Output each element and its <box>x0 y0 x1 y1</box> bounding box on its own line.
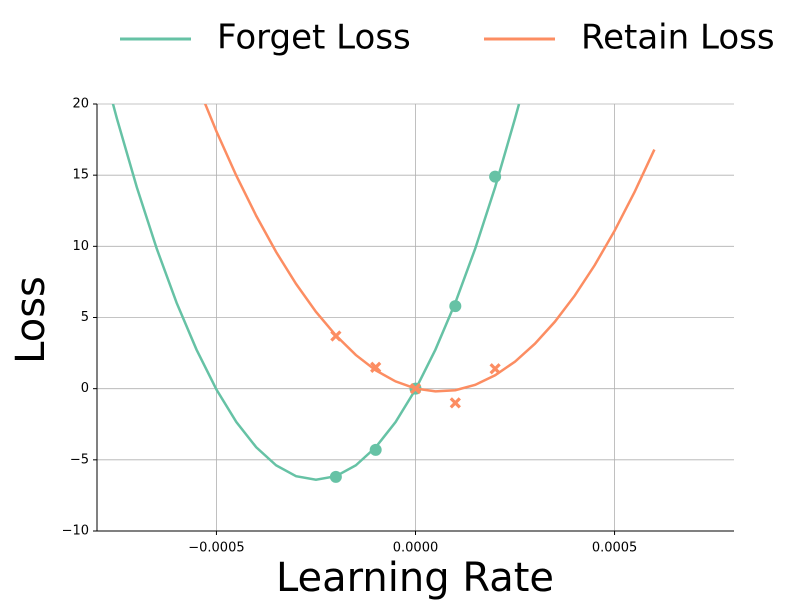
point <box>369 443 382 456</box>
point <box>329 470 342 483</box>
point <box>449 397 461 409</box>
point <box>409 383 422 395</box>
fit-curve <box>203 104 656 393</box>
y-tick-label: 5 <box>81 310 89 325</box>
y-tick-label: −10 <box>62 524 89 539</box>
y-tick-label: 10 <box>72 239 89 254</box>
fit-curve <box>111 104 521 482</box>
point <box>449 300 462 313</box>
legend-label: Forget Loss <box>217 18 411 58</box>
plot-area <box>111 104 656 483</box>
y-tick-label: 15 <box>72 168 89 183</box>
y-tick-label: 0 <box>81 381 89 396</box>
y-tick-label: 20 <box>72 97 89 112</box>
point <box>370 361 382 373</box>
x-tick-label: −0.0005 <box>188 541 244 556</box>
x-tick-label: 0.0005 <box>592 541 638 556</box>
point <box>330 330 342 342</box>
point <box>489 363 501 375</box>
y-axis-label: Loss <box>8 276 54 364</box>
y-tick-label: −5 <box>70 452 89 467</box>
x-tick-label: 0.0000 <box>393 541 439 556</box>
legend-label: Retain Loss <box>581 18 775 58</box>
point <box>489 170 502 183</box>
x-axis-label: Learning Rate <box>276 555 554 601</box>
